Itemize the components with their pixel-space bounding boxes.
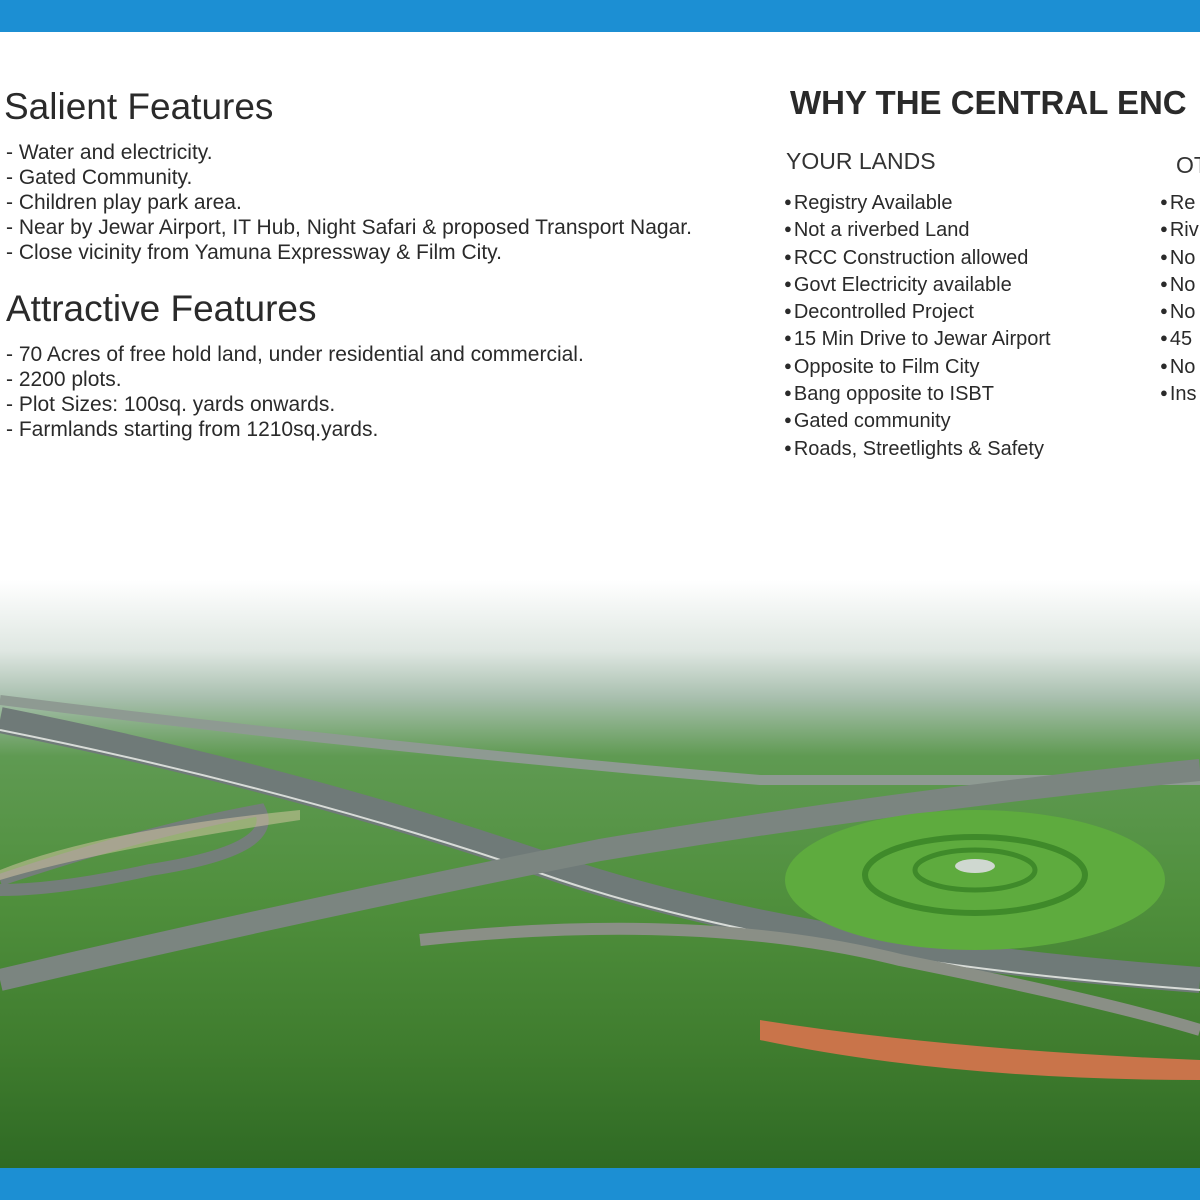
list-item: Govt Electricity available — [784, 271, 1051, 298]
expressway-aerial-photo — [0, 580, 1200, 1168]
list-item: Not a riverbed Land — [784, 216, 1051, 243]
why-heading: WHY THE CENTRAL ENC — [790, 84, 1187, 121]
list-item: - Plot Sizes: 100sq. yards onwards. — [6, 393, 336, 416]
list-item: 15 Min Drive to Jewar Airport — [784, 325, 1051, 352]
list-item: Opposite to Film City — [784, 353, 1051, 380]
list-item: - 70 Acres of free hold land, under resi… — [6, 343, 584, 366]
salient-features-title: Salient Features — [4, 86, 274, 127]
list-item: Gated community — [784, 407, 1051, 434]
list-item: No — [1160, 244, 1199, 271]
list-item: Roads, Streetlights & Safety — [784, 435, 1051, 462]
list-item: No — [1160, 298, 1199, 325]
list-item: No — [1160, 353, 1199, 380]
list-item: RCC Construction allowed — [784, 244, 1051, 271]
list-item: - Close vicinity from Yamuna Expressway … — [6, 241, 502, 264]
attractive-features-title: Attractive Features — [6, 288, 317, 329]
list-item: - 2200 plots. — [6, 368, 122, 391]
your-lands-heading: YOUR LANDS — [786, 148, 936, 174]
attractive-features-list: - 70 Acres of free hold land, under resi… — [6, 342, 584, 442]
other-lands-heading: OT — [1176, 152, 1200, 178]
list-item: No — [1160, 271, 1199, 298]
list-item: - Near by Jewar Airport, IT Hub, Night S… — [6, 216, 692, 239]
bottom-banner-bar — [0, 1168, 1200, 1200]
list-item: Re — [1160, 189, 1199, 216]
list-item: Riv — [1160, 216, 1199, 243]
list-item: - Water and electricity. — [6, 141, 213, 164]
list-item: 45 — [1160, 325, 1199, 352]
list-item: - Farmlands starting from 1210sq.yards. — [6, 418, 379, 441]
list-item: - Children play park area. — [6, 191, 242, 214]
list-item: Bang opposite to ISBT — [784, 380, 1051, 407]
list-item: Ins — [1160, 380, 1199, 407]
top-banner-bar — [0, 0, 1200, 32]
your-lands-list: Registry Available Not a riverbed Land R… — [784, 189, 1051, 462]
list-item: Registry Available — [784, 189, 1051, 216]
salient-features-list: - Water and electricity. - Gated Communi… — [6, 140, 692, 265]
list-item: Decontrolled Project — [784, 298, 1051, 325]
other-lands-list: Re Riv No No No 45 No Ins — [1160, 189, 1199, 407]
list-item: - Gated Community. — [6, 166, 193, 189]
